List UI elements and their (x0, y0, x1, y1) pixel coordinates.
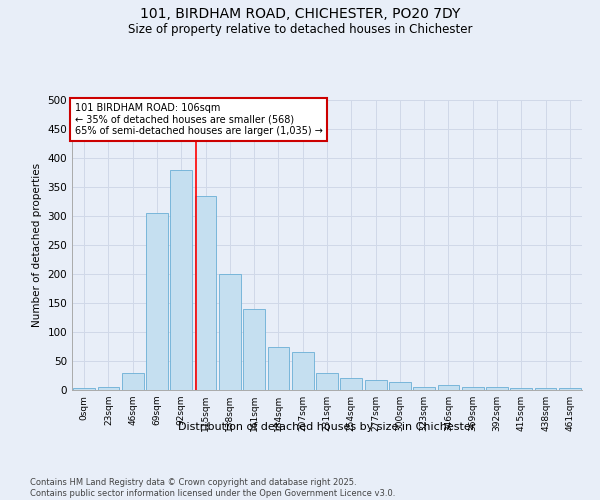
Bar (486, 387, 508, 390)
Bar (97, 387, 119, 390)
Bar (170, 170, 192, 390)
Bar (122, 372, 143, 390)
Bar (535, 388, 556, 390)
Bar (194, 196, 217, 390)
Bar (340, 378, 362, 390)
Bar (559, 388, 581, 390)
Bar (268, 346, 289, 390)
Bar (146, 213, 168, 390)
Bar (219, 274, 241, 390)
Bar (462, 387, 484, 390)
Bar (243, 309, 265, 390)
Bar (292, 352, 314, 390)
Bar (413, 386, 435, 390)
Bar (389, 382, 411, 390)
Bar (511, 388, 532, 390)
Bar (316, 372, 338, 390)
Bar (437, 386, 460, 390)
Bar (365, 380, 386, 390)
Text: Distribution of detached houses by size in Chichester: Distribution of detached houses by size … (178, 422, 476, 432)
Text: 101 BIRDHAM ROAD: 106sqm
← 35% of detached houses are smaller (568)
65% of semi-: 101 BIRDHAM ROAD: 106sqm ← 35% of detach… (74, 103, 322, 136)
Text: Contains HM Land Registry data © Crown copyright and database right 2025.
Contai: Contains HM Land Registry data © Crown c… (30, 478, 395, 498)
Text: 101, BIRDHAM ROAD, CHICHESTER, PO20 7DY: 101, BIRDHAM ROAD, CHICHESTER, PO20 7DY (140, 8, 460, 22)
Text: Size of property relative to detached houses in Chichester: Size of property relative to detached ho… (128, 22, 472, 36)
Y-axis label: Number of detached properties: Number of detached properties (32, 163, 42, 327)
Bar (73, 388, 95, 390)
